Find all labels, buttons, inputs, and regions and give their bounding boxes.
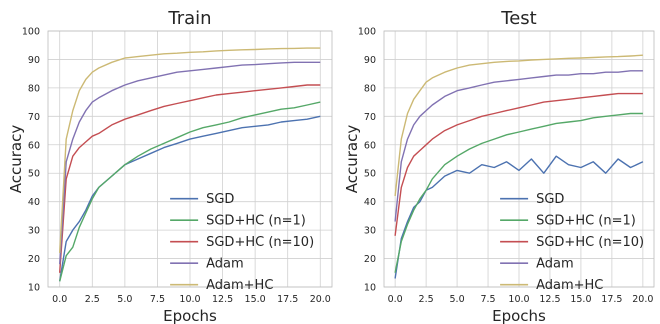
- y-tick-label: 100: [358, 27, 376, 38]
- series-line-2: [59, 84, 321, 273]
- x-tick-label: 15.0: [245, 294, 266, 305]
- train-grid: [48, 30, 332, 288]
- legend-label-0: SGD: [536, 192, 564, 207]
- series-line-3: [394, 70, 643, 222]
- x-tick-label: 7.5: [150, 294, 165, 305]
- y-tick-label: 80: [364, 83, 376, 94]
- test-legend: SGD SGD+HC (n=1) SGD+HC (n=10) Adam Adam+HC: [500, 192, 644, 293]
- x-tick-label: 15.0: [570, 294, 591, 305]
- test-x-axis-label: Epochs: [492, 307, 546, 324]
- series-line-1: [394, 112, 643, 273]
- series-line-3: [59, 61, 321, 265]
- y-tick-label: 30: [28, 226, 40, 237]
- series-line-1: [59, 101, 321, 282]
- x-tick-label: 17.5: [277, 294, 298, 305]
- y-tick-label: 20: [364, 254, 376, 265]
- y-tick-label: 10: [364, 283, 376, 294]
- train-plot-frame: [47, 30, 333, 288]
- test-ticks: 10 20 30 40 50 60 70 80 90 100 0.0 2.5 5.0 7.5 10.0 12.…: [358, 27, 654, 306]
- legend-label-4: Adam+HC: [206, 278, 273, 293]
- series-line-2: [394, 92, 643, 236]
- train-x-axis-label: Epochs: [163, 307, 217, 324]
- x-tick-label: 5.0: [450, 294, 465, 305]
- x-tick-label: 10.0: [179, 294, 200, 305]
- train-y-axis-label: Accuracy: [7, 125, 25, 194]
- legend-label-3: Adam: [206, 257, 244, 272]
- x-tick-label: 12.5: [539, 294, 560, 305]
- train-title: Train: [167, 8, 211, 29]
- x-tick-label: 2.5: [419, 294, 434, 305]
- series-line-0: [394, 155, 644, 279]
- legend-label-2: SGD+HC (n=10): [536, 235, 644, 250]
- x-tick-label: 5.0: [117, 294, 132, 305]
- x-tick-label: 0.0: [52, 294, 67, 305]
- y-tick-label: 60: [28, 140, 40, 151]
- y-tick-label: 20: [28, 254, 40, 265]
- y-tick-label: 60: [364, 140, 376, 151]
- x-tick-label: 12.5: [212, 294, 233, 305]
- legend-label-4: Adam+HC: [536, 278, 603, 293]
- series-line-4: [394, 54, 643, 197]
- x-tick-label: 10.0: [508, 294, 529, 305]
- x-tick-label: 0.0: [388, 294, 403, 305]
- test-series-lines: [394, 54, 644, 279]
- test-plot-frame: [383, 30, 655, 288]
- y-tick-label: 70: [28, 112, 40, 123]
- y-tick-label: 30: [364, 226, 376, 237]
- test-y-axis-label: Accuracy: [343, 125, 361, 194]
- x-tick-label: 7.5: [480, 294, 495, 305]
- y-tick-label: 40: [28, 197, 40, 208]
- x-tick-label: 20.0: [632, 294, 653, 305]
- legend-label-1: SGD+HC (n=1): [206, 214, 306, 229]
- legend-label-0: SGD: [206, 192, 234, 207]
- y-tick-label: 70: [364, 112, 376, 123]
- legend-label-2: SGD+HC (n=10): [206, 235, 314, 250]
- legend-label-1: SGD+HC (n=1): [536, 214, 636, 229]
- y-tick-label: 40: [364, 197, 376, 208]
- x-tick-label: 20.0: [310, 294, 331, 305]
- y-tick-label: 50: [28, 169, 40, 180]
- y-tick-label: 50: [364, 169, 376, 180]
- y-tick-label: 10: [28, 283, 40, 294]
- y-tick-label: 90: [28, 55, 40, 66]
- x-tick-label: 17.5: [601, 294, 622, 305]
- train-ticks: 10 20 30 40 50 60 70 80 90 100 0.0 2.5 5.0 7.5 10.0 12.…: [22, 27, 331, 306]
- train-series-lines: [59, 47, 321, 282]
- legend-label-3: Adam: [536, 257, 574, 272]
- test-title: Test: [500, 8, 536, 29]
- series-line-4: [59, 47, 321, 253]
- x-tick-label: 2.5: [85, 294, 100, 305]
- y-tick-label: 100: [22, 27, 40, 38]
- train-legend: SGD SGD+HC (n=1) SGD+HC (n=10) Adam Adam+HC: [170, 192, 314, 293]
- y-tick-label: 80: [28, 83, 40, 94]
- y-tick-label: 90: [364, 55, 376, 66]
- series-line-0: [59, 115, 321, 282]
